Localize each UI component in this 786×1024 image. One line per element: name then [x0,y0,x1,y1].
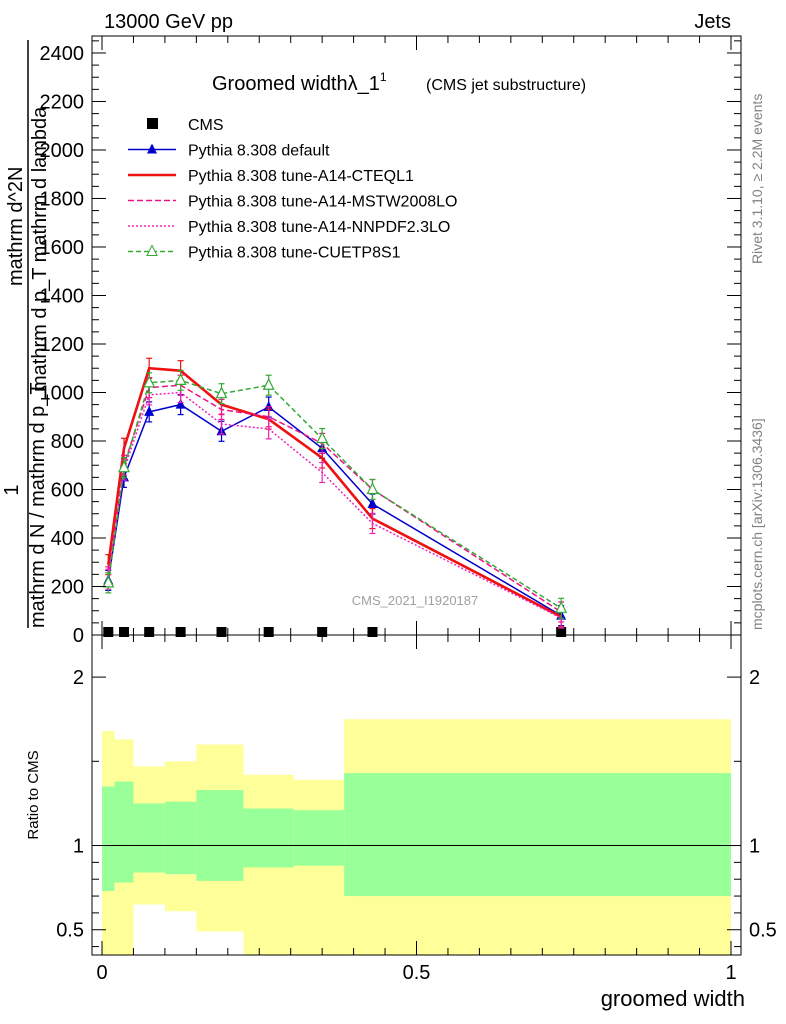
ratio-bands [102,719,731,955]
open-triangle-marker [118,460,130,473]
x-tick-label: 1 [725,962,736,984]
open-triangle-marker [366,482,379,495]
ylabel-right-denominator: mathrm d p_T mathrm d lambda [29,106,51,392]
legend-label: CMS [188,117,224,134]
triangle-marker [175,398,186,409]
triangle-marker [263,401,274,412]
main-axes: 0 200 400 600 800 1000 1200 1400 1600 1800 2000 220… [40,35,742,647]
legend-open-triangle [146,244,158,256]
main-ytick-label: 1200 [40,334,85,356]
ratio-band-green [114,781,134,883]
mcplots-label: mcplots.cern.ch [arXiv:1306.3436] [749,418,765,630]
legend-label: Pythia 8.308 tune-A14-CTEQL1 [188,168,414,185]
cms-data-point [367,627,378,637]
header-right: Jets [694,11,731,33]
open-triangle-marker [174,373,187,385]
main-ylabel-overlay: mathrm d^2N mathrm d p_T mathrm d lambda [5,106,51,392]
header-left: 13000 GeV pp [104,11,233,33]
cms-data-point [119,627,130,637]
cms-data-point [175,627,186,637]
main-ytick-label: 600 [51,479,84,501]
ratio-ytick-label: 2 [73,667,84,689]
main-ytick-label: 400 [51,528,84,550]
open-triangle-marker [102,575,115,588]
legend-label: Pythia 8.308 tune-A14-MSTW2008LO [188,194,457,211]
series-line [107,384,562,613]
legend-label: Pythia 8.308 default [188,143,330,160]
main-ytick-label: 800 [51,431,84,453]
main-ytick-label: 2400 [40,43,85,65]
open-triangle-marker [316,431,329,444]
main-ytick-label: 1600 [40,237,85,259]
ratio-band-green [133,803,165,873]
triangle-marker [367,498,378,509]
legend-label: Pythia 8.308 tune-A14-NNPDF2.3LO [188,219,450,236]
open-triangle-marker [215,386,228,399]
cms-data-point [144,627,155,637]
series-line [107,403,562,617]
ratio-ytick-label-right: 2 [749,667,760,689]
ratio-ytick-label: 0.5 [56,920,84,942]
legend-cms-marker [147,118,158,129]
ylabel-denominator: mathrm d N / mathrm d p_T [27,382,49,628]
chart-subtitle: (CMS jet substructure) [426,77,586,94]
ratio-ytick-label: 1 [73,836,84,858]
ylabel-right-numerator: mathrm d^2N [5,167,27,286]
legend-triangle [147,143,157,154]
main-series-layer [102,357,568,637]
main-ytick-label: 1000 [40,382,85,404]
legend: CMS Pythia 8.308 default Pythia 8.308 tune… [128,117,457,262]
ratio-ytick-label-right: 1 [749,836,760,858]
main-ytick-label: 2200 [40,91,85,113]
x-tick-label: 0.5 [403,962,431,984]
cms-data-point [216,627,227,637]
x-tick-label: 0 [96,962,107,984]
legend-label: Pythia 8.308 tune-CUETP8S1 [188,245,401,262]
ylabel-numerator: 1 [1,484,23,495]
main-ytick-label: 1800 [40,188,85,210]
rivet-label: Rivet 3.1.10, ≥ 2.2M events [749,94,765,264]
ratio-band-green [344,773,731,897]
triangle-marker [144,405,155,416]
chart-title: Groomed widthλ_11 [212,70,387,95]
cms-data-point [103,627,114,637]
x-axis-label: groomed width [601,986,745,1011]
ratio-band-yellow [293,779,345,955]
open-triangle-marker [555,600,568,613]
main-ytick-label: 2000 [40,140,85,162]
main-ytick-label: 1400 [40,285,85,307]
cms-data-point [263,627,274,637]
ratio-ylabel: Ratio to CMS [25,750,42,839]
series-line [107,379,562,609]
main-ytick-label: 0 [73,625,84,647]
ratio-ytick-label-right: 0.5 [749,920,777,942]
series-line [107,391,562,619]
open-triangle-marker [262,377,275,390]
ratio-axes: 0.5 0.5 1 1 2 2 0 0.5 1 [56,634,777,984]
ratio-band-green [102,786,115,891]
cms-data-point [556,627,567,637]
main-ylabel: 1 mathrm d N / mathrm d p_T [1,40,49,628]
ratio-band-green [196,789,244,881]
ratio-band-green [164,801,197,875]
main-ytick-label: 200 [51,576,84,598]
analysis-watermark: CMS_2021_I1920187 [352,593,479,608]
ratio-band-green [293,810,345,866]
ratio-band-green [243,808,294,868]
open-triangle-marker [143,375,156,388]
